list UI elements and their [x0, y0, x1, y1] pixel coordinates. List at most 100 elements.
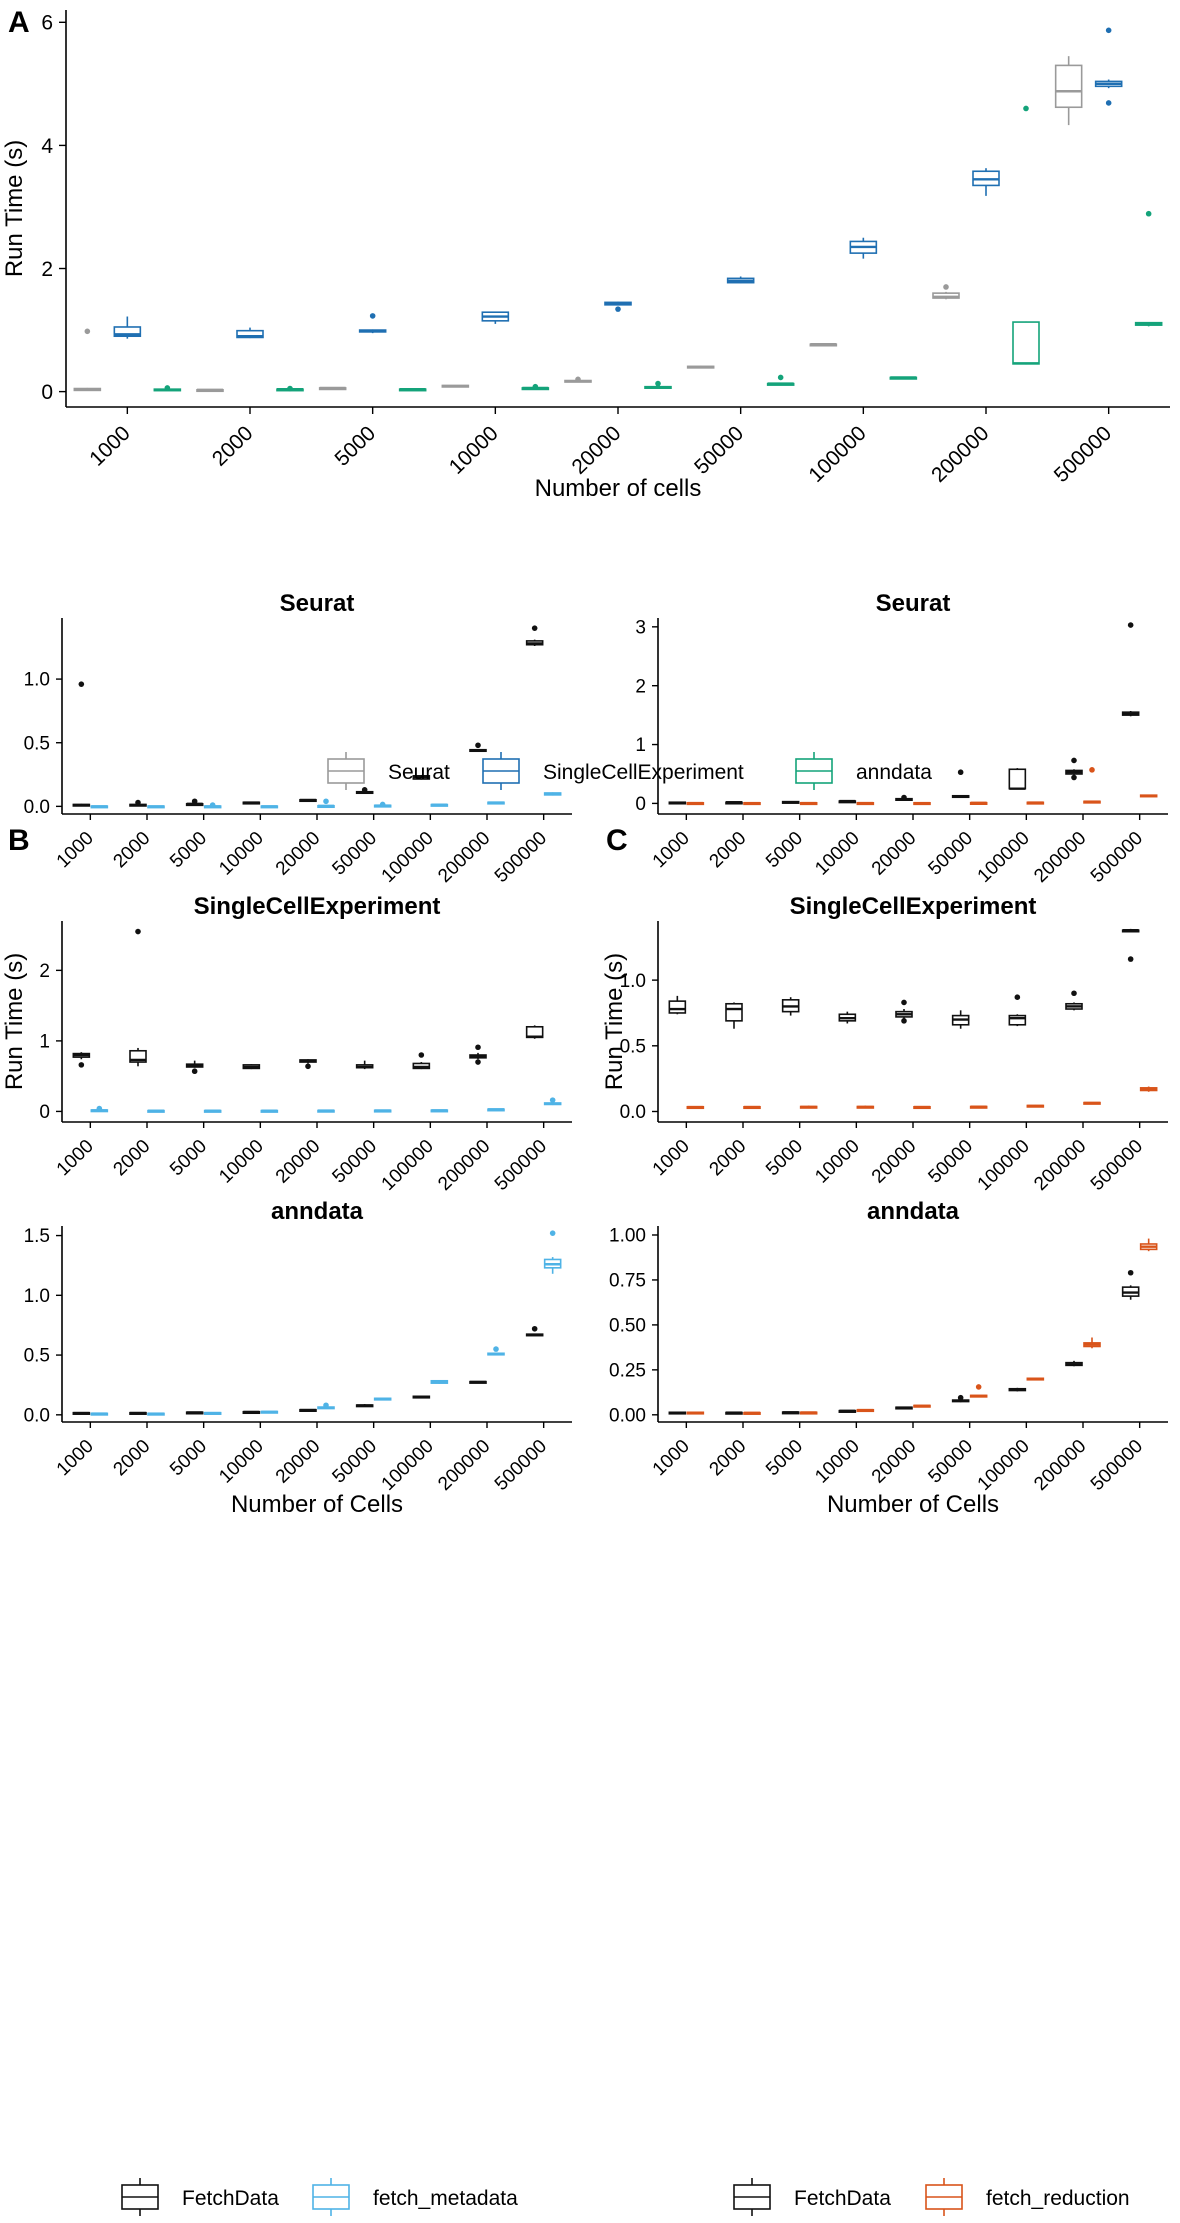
outlier-point-0: [475, 1044, 481, 1051]
box-a-singlecellexperiment-4: [604, 301, 632, 312]
box-c-seurat-fetch-reduction-1: [743, 801, 761, 806]
box-c-seurat-fetch-reduction-3: [856, 801, 875, 806]
series-b-singlecellexperiment-fetch-metadata: [90, 1097, 562, 1113]
box-b-seurat-fetch-metadata-2: [203, 802, 222, 809]
x-tick-label-b-seurat-4: 20000: [272, 828, 325, 880]
outlier-point-0: [78, 1062, 85, 1068]
x-tick-label-b-seurat-2: 5000: [166, 828, 211, 872]
outlier-point-0: [493, 1346, 499, 1352]
y-tick-label-c-seurat-0: 0: [635, 794, 646, 815]
x-tick-label-c-anndata-1: 2000: [705, 1436, 750, 1480]
x-tick-label-c-singlecellexperiment-8: 500000: [1087, 1136, 1147, 1195]
box-b-seurat-fetch-metadata-6: [430, 803, 449, 807]
x-tick-label-c-anndata-5: 50000: [925, 1436, 978, 1488]
y-tick-label-b-anndata-3: 1.5: [24, 1226, 50, 1247]
box-b-singlecellexperiment-fetchdata-3: [242, 1064, 261, 1070]
x-tick-label-c-anndata-6: 100000: [974, 1436, 1034, 1495]
series-c-seurat-fetch-reduction: [686, 767, 1158, 806]
x-tick-label-c-seurat-1: 2000: [705, 828, 750, 872]
box-b-seurat-fetchdata-5: [355, 787, 374, 795]
x-tick-label-c-anndata-3: 10000: [811, 1436, 864, 1488]
y-tick-label-b-anndata-1: 0.5: [24, 1346, 50, 1367]
x-tick-label-a-2: 5000: [331, 422, 381, 471]
outlier-point-0: [418, 1052, 425, 1058]
box-c-anndata-fetchdata-8: [1121, 1269, 1140, 1300]
outlier-point-0: [975, 1384, 982, 1390]
box-c-singlecellexperiment-fetchdata-1: [725, 1002, 743, 1029]
box-c-singlecellexperiment-fetchdata-4: [895, 999, 913, 1024]
box-body: [1008, 768, 1027, 790]
box-b-seurat-fetch-metadata-1: [147, 805, 165, 809]
box-c-singlecellexperiment-fetch-reduction-5: [969, 1105, 988, 1109]
chart-title-c-singlecellexperiment: SingleCellExperiment: [790, 893, 1037, 920]
box-c-singlecellexperiment-fetch-reduction-6: [1026, 1104, 1045, 1108]
legend-a: Seurat SingleCellExperiment anndata: [327, 752, 932, 790]
x-tick-label-b-singlecellexperiment-6: 100000: [378, 1136, 438, 1195]
series-c-singlecellexperiment-fetchdata: [668, 928, 1140, 1029]
box-a-anndata-2: [398, 387, 427, 392]
box-body: [113, 326, 142, 338]
box-c-seurat-fetchdata-4: [895, 794, 913, 801]
box-c-singlecellexperiment-fetchdata-0: [668, 995, 687, 1015]
x-tick-label-c-singlecellexperiment-7: 200000: [1030, 1136, 1090, 1195]
x-tick-label-c-seurat-6: 100000: [974, 828, 1034, 887]
box-b-singlecellexperiment-fetchdata-6: [412, 1052, 431, 1070]
y-tick-label-b-seurat-0: 0.0: [24, 797, 50, 818]
panel-letter-c: C: [606, 824, 628, 857]
series-c-singlecellexperiment-fetch-reduction: [686, 1086, 1158, 1110]
x-tick-label-b-anndata-6: 100000: [378, 1436, 438, 1495]
box-b-singlecellexperiment-fetch-metadata-3: [260, 1109, 279, 1113]
legend-label-seurat: Seurat: [388, 761, 450, 784]
legend-label-fetchdata-b: FetchData: [182, 2187, 279, 2210]
outlier-point-1: [475, 1059, 481, 1065]
box-c-singlecellexperiment-fetch-reduction-1: [743, 1105, 761, 1110]
y-tick-label-c-anndata-1: 0.25: [609, 1361, 646, 1382]
box-b-anndata-fetchdata-1: [129, 1411, 147, 1415]
box-b-anndata-fetchdata-3: [242, 1410, 261, 1415]
box-c-anndata-fetch-reduction-4: [913, 1404, 931, 1408]
y-tick-label-c-anndata-0: 0.00: [609, 1405, 646, 1426]
chart-title-c-anndata: anndata: [867, 1198, 960, 1225]
box-c-anndata-fetch-reduction-2: [799, 1411, 818, 1415]
x-tick-label-b-anndata-8: 500000: [491, 1436, 551, 1495]
box-c-anndata-fetchdata-5: [951, 1394, 970, 1403]
box-c-singlecellexperiment-fetchdata-6: [1008, 994, 1027, 1027]
x-tick-label-b-seurat-5: 50000: [329, 828, 382, 880]
box-b-anndata-fetchdata-0: [72, 1411, 91, 1415]
box-a-seurat-6: [809, 343, 838, 347]
legend-key-fetch-metadata: [312, 2178, 350, 2216]
x-tick-label-c-seurat-4: 20000: [868, 828, 921, 880]
box-a-seurat-7: [932, 284, 960, 300]
box-b-anndata-fetchdata-5: [355, 1404, 374, 1408]
y-tick-label-b-anndata-0: 0.0: [24, 1405, 50, 1426]
box-b-singlecellexperiment-fetchdata-5: [355, 1060, 374, 1070]
box-c-anndata-fetchdata-0: [668, 1411, 687, 1415]
box-c-anndata-fetch-reduction-1: [743, 1411, 761, 1415]
box-a-seurat-0: [73, 328, 102, 392]
legend-key-fetchdata-c: [733, 2178, 771, 2216]
x-tick-label-b-anndata-0: 1000: [53, 1436, 98, 1480]
box-b-singlecellexperiment-fetch-metadata-5: [373, 1109, 392, 1113]
box-b-singlecellexperiment-fetch-metadata-2: [203, 1109, 222, 1113]
outlier-point-0: [943, 284, 949, 290]
x-tick-label-b-seurat-0: 1000: [53, 828, 98, 872]
chart-c-singlecellexperiment: SingleCellExperiment 0.0 0.5 1.0 1000 2000 500…: [601, 893, 1168, 1195]
outlier-point-0: [901, 794, 907, 801]
x-tick-label-c-seurat-0: 1000: [649, 828, 694, 872]
outlier-point-0: [1127, 956, 1134, 962]
x-tick-label-a-6: 100000: [804, 422, 870, 487]
box-b-seurat-fetchdata-2: [185, 798, 204, 807]
legend-label-fetch-reduction: fetch_reduction: [986, 2187, 1130, 2210]
outlier-point-0: [901, 999, 907, 1006]
box-a-anndata-8: [1134, 210, 1163, 327]
legend-b: FetchData fetch_metadata: [121, 2178, 518, 2216]
legend-key-anndata: [795, 752, 833, 790]
legend-key-fetchdata-b: [121, 2178, 159, 2216]
chart-c-seurat: Seurat 0 1 2 3 1000 2000 5000 10000 20000 50000100…: [635, 590, 1168, 887]
legend-label-singlecellexperiment: SingleCellExperiment: [543, 761, 744, 784]
box-c-seurat-fetch-reduction-2: [799, 801, 818, 806]
y-tick-label-b-singlecellexperiment-1: 1: [39, 1032, 50, 1053]
